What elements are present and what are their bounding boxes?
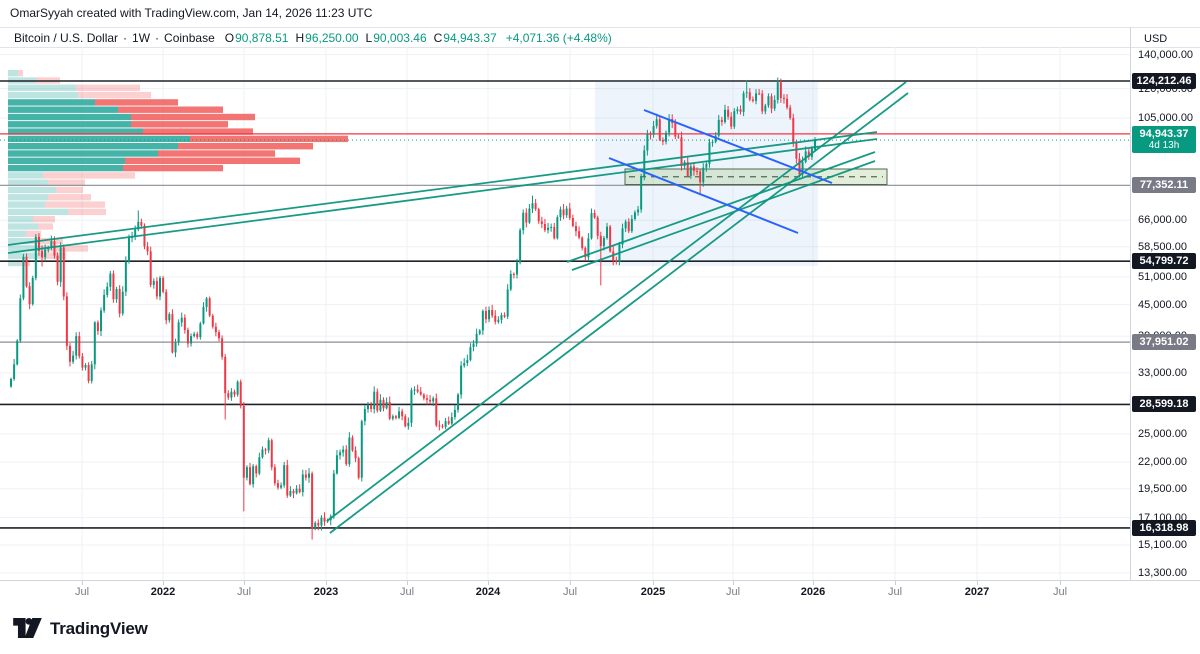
time-tick-mark (977, 581, 978, 585)
time-label: 2026 (800, 586, 826, 598)
grid-lines (0, 47, 1130, 580)
open-value: O90,878.51 (224, 30, 289, 45)
price-tick: 58,500.00 (1138, 240, 1187, 253)
horizontal-levels (0, 80, 1130, 529)
tradingview-logo-icon (13, 618, 42, 639)
symbol-info-bar[interactable]: Bitcoin / U.S. Dollar · 1W · Coinbase O9… (0, 28, 1200, 47)
teal-trend-line (7, 138, 878, 254)
blue-trend-line (608, 157, 799, 234)
time-tick-mark (326, 581, 327, 585)
price-tick: 105,000.00 (1138, 112, 1194, 124)
time-label: Jul (562, 586, 578, 598)
time-axis[interactable]: Jul 2022 Jul 2023 Jul 2024 Jul 2025 Jul 2026 Jul 20… (0, 580, 1200, 602)
time-label: 2023 (313, 586, 339, 598)
price-badge: 77,352.11 (1132, 177, 1196, 194)
time-label: 2027 (964, 586, 990, 598)
high-value: H96,250.00 (295, 30, 359, 45)
tradingview-logo[interactable]: TradingView (13, 618, 148, 639)
low-value: L90,003.46 (365, 30, 427, 45)
attribution-text: OmarSyyah created with TradingView.com, … (10, 6, 373, 20)
price-tick: 22,000.00 (1138, 456, 1187, 469)
time-label: 2024 (475, 586, 501, 598)
divider (0, 27, 1200, 28)
price-tick: 15,100.00 (1138, 539, 1187, 552)
time-label: 2022 (150, 586, 176, 598)
time-label: Jul (725, 586, 741, 598)
price-badge: 54,799.72 (1132, 253, 1196, 270)
price-badge: 28,599.18 (1132, 396, 1196, 413)
blue-trend-line (643, 109, 833, 184)
price-badge: 94,943.37 4d 13h (1132, 125, 1196, 153)
price-badge: 37,951.02 (1132, 334, 1196, 351)
teal-trend-line (329, 92, 909, 534)
time-label: Jul (1052, 586, 1068, 598)
time-label: Jul (887, 586, 903, 598)
separator-dot: · (123, 30, 128, 45)
chart-canvas[interactable] (0, 47, 1130, 580)
time-tick-mark (813, 581, 814, 585)
price-tick: 25,000.00 (1138, 428, 1187, 440)
price-tick: 19,500.00 (1138, 482, 1187, 495)
time-label: Jul (74, 586, 90, 598)
teal-trend-line (7, 131, 878, 246)
price-tick: 66,000.00 (1138, 214, 1187, 227)
price-axis[interactable]: USD 140,000.00120,000.00105,000.0066,000… (1131, 0, 1200, 654)
teal-trend-line (566, 151, 876, 263)
price-axis-divider (1130, 27, 1131, 600)
divider (0, 47, 1200, 48)
currency-label[interactable]: USD (1144, 33, 1168, 45)
interval-label[interactable]: 1W (132, 30, 151, 45)
teal-trend-line (326, 81, 907, 522)
trend-lines (7, 81, 909, 534)
time-tick-mark (163, 581, 164, 585)
close-value: C94,943.37 (433, 30, 497, 45)
price-tick: 45,000.00 (1138, 298, 1187, 311)
time-tick-mark (488, 581, 489, 585)
time-tick-mark (1060, 581, 1061, 585)
ohlc-values: O90,878.51 H96,250.00 L90,003.46 C94,943… (225, 31, 612, 45)
price-tick: 51,000.00 (1138, 271, 1187, 283)
time-tick-mark (653, 581, 654, 585)
time-label: 2025 (640, 586, 666, 598)
countdown-timer: 4d 13h (1148, 139, 1180, 151)
exchange-label: Coinbase (164, 30, 215, 45)
separator-dot: · (155, 30, 160, 45)
time-tick-mark (407, 581, 408, 585)
price-badge: 16,318.98 (1132, 519, 1196, 536)
price-tick: 33,000.00 (1138, 366, 1187, 379)
symbol-title[interactable]: Bitcoin / U.S. Dollar (14, 30, 119, 45)
time-tick-mark (895, 581, 896, 585)
time-label: Jul (399, 586, 415, 598)
tradingview-logo-text: TradingView (50, 618, 148, 638)
candlestick-series (10, 77, 816, 540)
highlight-region-box (595, 82, 818, 266)
time-tick-mark (244, 581, 245, 585)
volume-profile (8, 70, 348, 267)
change-value: +4,071.36 (+4.48%) (505, 30, 612, 45)
price-badge: 124,212.46 (1132, 72, 1196, 89)
chart-plot-area[interactable] (0, 47, 1130, 580)
price-tick: 13,300.00 (1138, 566, 1187, 579)
price-tick: 140,000.00 (1138, 48, 1194, 61)
time-label: Jul (236, 586, 252, 598)
time-tick-mark (733, 581, 734, 585)
time-tick-mark (82, 581, 83, 585)
time-tick-mark (570, 581, 571, 585)
